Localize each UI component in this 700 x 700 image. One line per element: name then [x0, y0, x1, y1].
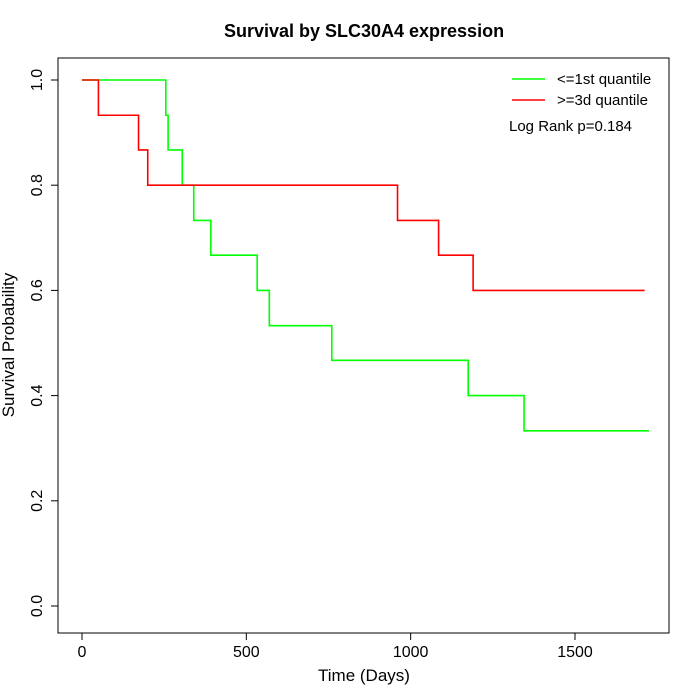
x-tick-label: 1000: [393, 644, 429, 661]
series-layer: [82, 79, 649, 432]
y-tick-label: 0.6: [29, 279, 46, 301]
log-rank-annotation: Log Rank p=0.184: [509, 118, 632, 135]
y-tick-label: 0.2: [29, 490, 46, 512]
x-axis: 0 500 1000 1500: [78, 632, 593, 661]
x-tick-label: 1500: [557, 644, 593, 661]
x-axis-label: Time (Days): [318, 666, 410, 685]
survival-curve-2: [82, 79, 645, 292]
y-tick-label: 0.4: [29, 384, 46, 406]
y-tick-label: 1.0: [29, 69, 46, 91]
x-tick-label: 0: [78, 644, 87, 661]
chart-title: Survival by SLC30A4 expression: [224, 21, 504, 41]
legend-label: <=1st quantile: [557, 71, 651, 88]
y-tick-label: 0.0: [29, 595, 46, 617]
legend-label: >=3d quantile: [557, 92, 648, 109]
survival-curve-1: [82, 79, 649, 432]
legend: <=1st quantile >=3d quantile: [512, 71, 651, 109]
y-axis: 0.0 0.2 0.4 0.6 0.8 1.0: [29, 69, 59, 617]
y-tick-label: 0.8: [29, 174, 46, 196]
x-tick-label: 500: [233, 644, 260, 661]
plot-frame: [57, 57, 670, 634]
y-axis-label: Survival Probability: [0, 272, 18, 417]
